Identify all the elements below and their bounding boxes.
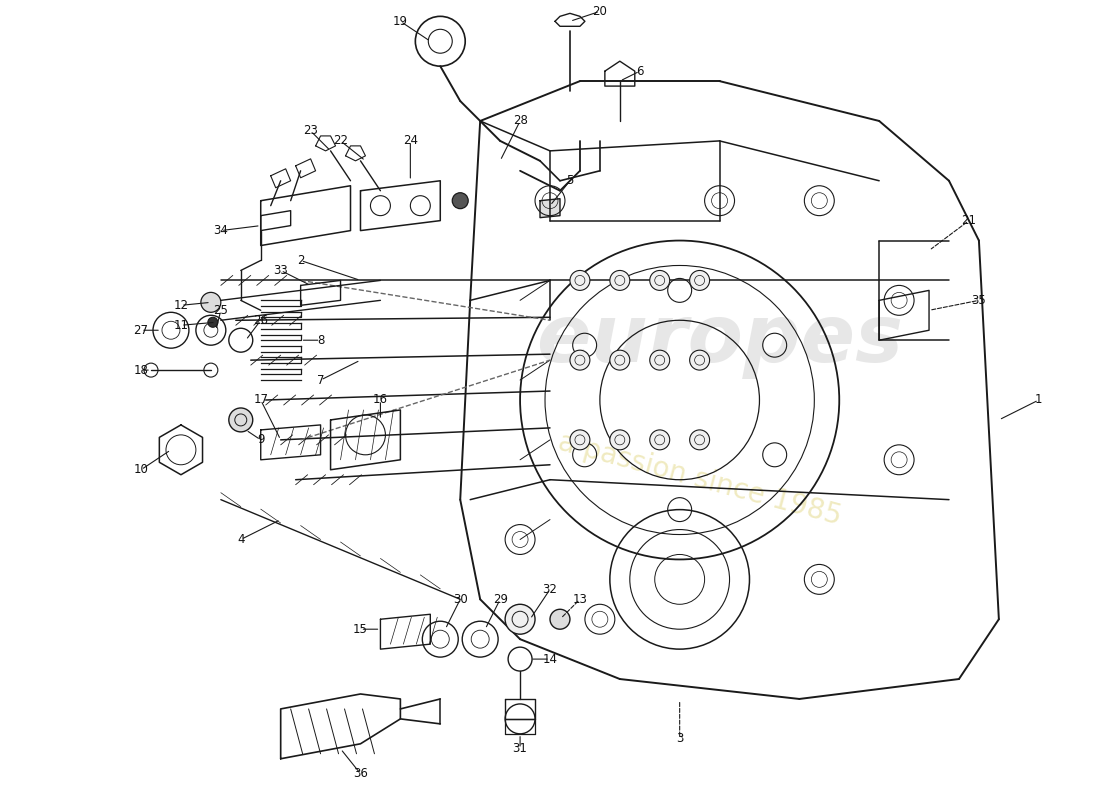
Text: 20: 20 bbox=[593, 5, 607, 18]
Circle shape bbox=[609, 270, 630, 290]
Polygon shape bbox=[280, 694, 400, 758]
Text: 16: 16 bbox=[373, 394, 388, 406]
Text: 19: 19 bbox=[393, 15, 408, 28]
Circle shape bbox=[452, 193, 469, 209]
Text: 36: 36 bbox=[353, 767, 367, 780]
Circle shape bbox=[208, 318, 218, 327]
Polygon shape bbox=[540, 198, 560, 218]
Text: 23: 23 bbox=[304, 125, 318, 138]
Circle shape bbox=[570, 270, 590, 290]
Text: 26: 26 bbox=[253, 314, 268, 326]
Circle shape bbox=[550, 610, 570, 630]
Text: 6: 6 bbox=[636, 65, 644, 78]
Text: 27: 27 bbox=[133, 324, 148, 337]
Text: 24: 24 bbox=[403, 134, 418, 147]
Text: 30: 30 bbox=[453, 593, 468, 606]
Text: 32: 32 bbox=[542, 583, 558, 596]
Text: 13: 13 bbox=[572, 593, 587, 606]
Text: 15: 15 bbox=[353, 622, 367, 636]
Text: 29: 29 bbox=[493, 593, 507, 606]
Text: 1: 1 bbox=[1035, 394, 1043, 406]
Circle shape bbox=[650, 270, 670, 290]
Text: 21: 21 bbox=[961, 214, 977, 227]
Circle shape bbox=[690, 350, 710, 370]
Text: 12: 12 bbox=[174, 299, 188, 312]
Circle shape bbox=[201, 292, 221, 312]
Text: 7: 7 bbox=[317, 374, 324, 386]
Text: 35: 35 bbox=[971, 294, 987, 307]
Text: 14: 14 bbox=[542, 653, 558, 666]
Circle shape bbox=[609, 430, 630, 450]
Circle shape bbox=[609, 350, 630, 370]
Text: 8: 8 bbox=[317, 334, 324, 346]
Text: 28: 28 bbox=[513, 114, 528, 127]
Circle shape bbox=[650, 350, 670, 370]
Text: 5: 5 bbox=[566, 174, 573, 187]
Text: 22: 22 bbox=[333, 134, 348, 147]
Text: 33: 33 bbox=[273, 264, 288, 277]
Circle shape bbox=[650, 430, 670, 450]
Circle shape bbox=[570, 350, 590, 370]
Text: 31: 31 bbox=[513, 742, 528, 755]
Text: 3: 3 bbox=[676, 732, 683, 746]
Text: 10: 10 bbox=[133, 463, 148, 476]
Text: 4: 4 bbox=[236, 533, 244, 546]
Text: a passion since 1985: a passion since 1985 bbox=[554, 428, 845, 531]
Circle shape bbox=[229, 408, 253, 432]
Circle shape bbox=[505, 604, 535, 634]
Text: 25: 25 bbox=[213, 304, 229, 317]
Text: 34: 34 bbox=[213, 224, 229, 237]
Text: europes: europes bbox=[536, 302, 903, 379]
Text: 9: 9 bbox=[257, 434, 264, 446]
Text: 2: 2 bbox=[297, 254, 305, 267]
Text: 17: 17 bbox=[253, 394, 268, 406]
Circle shape bbox=[690, 270, 710, 290]
Circle shape bbox=[690, 430, 710, 450]
Text: 11: 11 bbox=[174, 318, 188, 332]
Circle shape bbox=[570, 430, 590, 450]
Text: 18: 18 bbox=[133, 364, 148, 377]
